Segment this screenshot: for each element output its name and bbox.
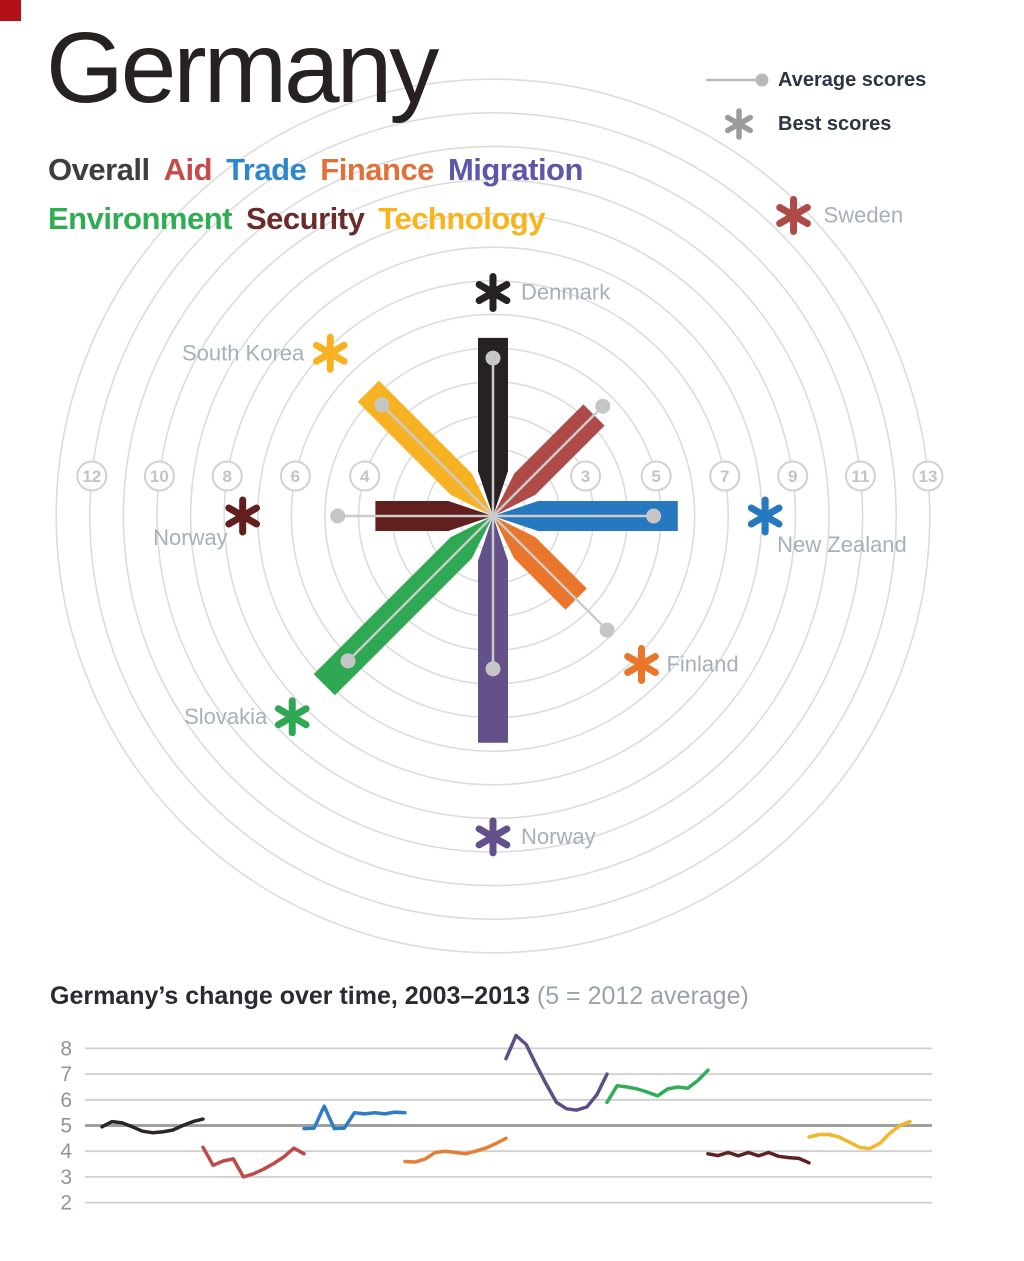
legend-best-label: Best scores — [778, 112, 892, 135]
page-corner-mark — [0, 0, 21, 21]
best-asterisk-technology — [312, 333, 348, 373]
timeline-chart: 8 7 6 54 3 2 — [60, 1033, 932, 1215]
timeline-series-overall — [100, 1117, 205, 1135]
legend-average-row: Average scores — [700, 58, 926, 102]
best-country-label-trade: New Zealand — [777, 532, 907, 557]
category-label-technology: Technology — [378, 201, 545, 236]
category-label-environment: Environment — [48, 201, 232, 236]
category-label-security: Security — [245, 201, 365, 236]
page-title: Germany — [46, 12, 439, 124]
timeline-title-sub: (5 = 2012 average) — [529, 982, 749, 1010]
best-country-label-overall: Denmark — [521, 280, 611, 305]
timeline-ytick-6: 6 — [60, 1089, 72, 1112]
svg-text:6: 6 — [291, 467, 300, 486]
best-country-label-security: Norway — [153, 525, 228, 550]
best-country-label-migration: Norway — [521, 824, 596, 849]
svg-text:5: 5 — [651, 467, 660, 486]
svg-text:12: 12 — [82, 467, 101, 486]
timeline-series-technology — [807, 1119, 912, 1151]
best-asterisk-environment — [274, 697, 310, 737]
svg-text:4: 4 — [360, 467, 370, 486]
legend-best-row: Best scores — [700, 102, 926, 146]
best-country-label-aid: Sweden — [824, 202, 904, 227]
category-label-aid: Aid — [163, 152, 213, 187]
svg-text:9: 9 — [788, 467, 797, 486]
category-label-migration: Migration — [447, 152, 584, 187]
average-marker-technology — [374, 397, 494, 517]
average-marker-aid — [492, 398, 611, 517]
best-asterisk-overall — [475, 273, 511, 313]
best-asterisk-finance — [624, 644, 659, 684]
timeline-ytick-5: 5 — [60, 1115, 72, 1138]
header: Germany — [46, 12, 439, 124]
average-markers — [330, 350, 662, 677]
svg-text:11: 11 — [851, 467, 869, 486]
category-legend-line1: Overall Aid Trade Finance Migration — [48, 152, 597, 188]
timeline-ytick-8: 8 — [60, 1037, 72, 1060]
timeline-series — [100, 1033, 912, 1179]
best-score-markers: Denmark Sweden New Zealand Finland Norway Slo… — [153, 195, 907, 857]
timeline-ytick-4: 4 — [60, 1140, 72, 1163]
timeline-ytick-7: 7 — [60, 1063, 72, 1086]
legend-average-label: Average scores — [778, 68, 927, 91]
category-legend-line2: Environment Security Technology — [48, 201, 559, 237]
average-marker-security — [330, 508, 493, 524]
svg-text:7: 7 — [720, 467, 729, 486]
svg-text:10: 10 — [150, 467, 169, 486]
average-marker-environment — [340, 515, 494, 669]
best-country-label-technology: South Korea — [182, 340, 305, 365]
timeline-series-aid — [201, 1145, 306, 1179]
timeline-series-security — [706, 1150, 811, 1165]
timeline-series-finance — [403, 1136, 508, 1164]
timeline-series-migration — [504, 1033, 609, 1112]
timeline-ytick-3: 3 — [60, 1166, 72, 1189]
category-label-finance: Finance — [320, 152, 434, 187]
ring-value-badges: 12 10 8 6 4 3 5 7 9 11 13 — [76, 460, 944, 492]
score-legend: Average scores Best scores — [700, 58, 926, 146]
timeline-ytick-2: 2 — [60, 1192, 72, 1215]
average-marker-trade — [493, 508, 662, 524]
best-asterisk-aid — [776, 195, 811, 235]
svg-text:3: 3 — [581, 467, 590, 486]
average-line-icon — [700, 72, 778, 88]
timeline-grid: 8 7 6 54 3 2 — [60, 1037, 932, 1215]
timeline-series-trade — [302, 1104, 407, 1131]
average-marker-finance — [492, 515, 615, 638]
best-country-label-environment: Slovakia — [184, 704, 268, 729]
category-label-overall: Overall — [48, 152, 150, 187]
best-country-label-finance: Finland — [666, 651, 738, 676]
timeline-title-main: Germany’s change over time, 2003–2013 — [50, 982, 530, 1010]
best-asterisk-security — [225, 496, 261, 536]
category-label-trade: Trade — [226, 152, 307, 187]
best-asterisk-trade — [747, 496, 783, 536]
timeline-title: Germany’s change over time, 2003–2013 (5… — [50, 982, 749, 1011]
svg-text:8: 8 — [222, 467, 231, 486]
average-marker-migration — [485, 516, 501, 677]
radial-score-chart: 12 10 8 6 4 3 5 7 9 11 13 Denmark Sweden New Zealand F… — [55, 78, 944, 954]
svg-text:13: 13 — [919, 467, 938, 486]
timeline-series-environment — [605, 1068, 710, 1105]
average-marker-overall — [485, 350, 501, 516]
score-bars — [313, 337, 678, 743]
best-asterisk-migration — [475, 817, 511, 857]
best-asterisk-icon — [700, 108, 778, 140]
